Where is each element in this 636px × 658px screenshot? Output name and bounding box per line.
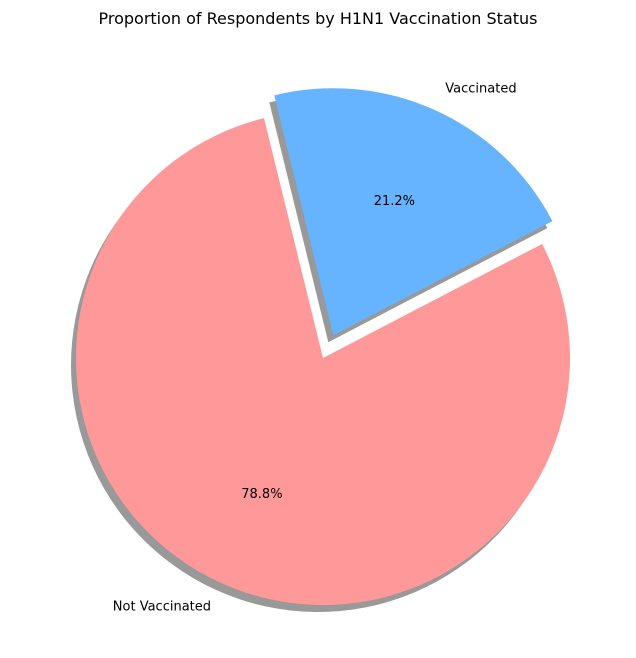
pct-label-not-vaccinated: 78.8% (241, 487, 282, 502)
slice-not-vaccinated (75, 118, 570, 606)
pct-label-vaccinated: 21.2% (374, 194, 415, 209)
slice-vaccinated (274, 88, 553, 336)
chart-title: Proportion of Respondents by H1N1 Vaccin… (98, 9, 537, 28)
slice-layer (75, 88, 570, 606)
category-label-vaccinated: Vaccinated (445, 82, 516, 97)
label-layer: 78.8% Not Vaccinated 21.2% Vaccinated (113, 82, 517, 615)
category-label-not-vaccinated: Not Vaccinated (113, 600, 211, 615)
